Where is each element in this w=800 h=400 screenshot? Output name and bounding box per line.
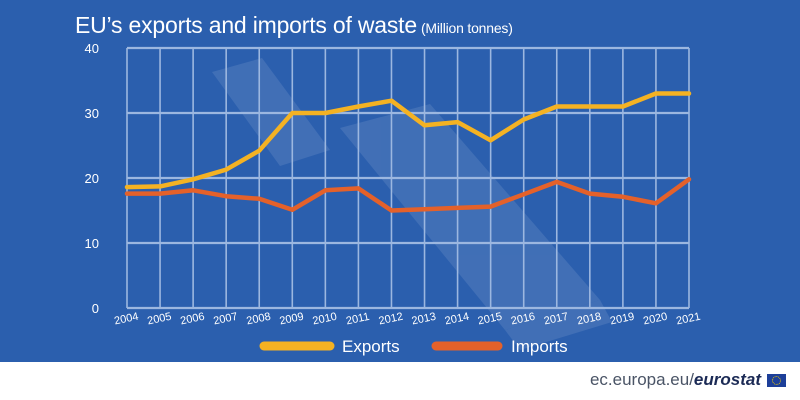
chart-title-text: EU’s exports and imports of waste — [75, 12, 417, 38]
x-tick-label: 2013 — [411, 311, 437, 328]
legend-label-exports: Exports — [342, 337, 400, 356]
y-tick-label: 10 — [85, 236, 99, 251]
y-axis: 0 10 20 30 40 — [85, 41, 99, 316]
y-tick-label: 30 — [85, 106, 99, 121]
x-tick-label: 2014 — [444, 311, 470, 328]
x-tick-label: 2005 — [146, 311, 172, 328]
x-tick-label: 2020 — [642, 311, 668, 328]
x-tick-label: 2006 — [179, 311, 205, 328]
x-tick-label: 2017 — [543, 311, 569, 328]
chart-panel — [0, 0, 800, 362]
x-tick-label: 2021 — [675, 311, 701, 328]
legend-label-imports: Imports — [511, 337, 568, 356]
x-tick-label: 2011 — [345, 311, 371, 328]
gridlines — [126, 46, 690, 310]
series-lines — [124, 91, 692, 213]
x-tick-label: 2010 — [312, 311, 338, 328]
x-tick-label: 2019 — [609, 311, 635, 328]
series-line-exports — [124, 91, 692, 190]
footer-brand: eurostat — [693, 370, 761, 389]
x-tick-label: 2004 — [113, 311, 139, 328]
x-tick-label: 2018 — [576, 311, 602, 328]
y-tick-label: 0 — [92, 301, 99, 316]
y-tick-label: 20 — [85, 171, 99, 186]
x-axis: 2004 2005 2006 2007 2008 2009 2010 2011 2012 2013… — [113, 311, 701, 328]
x-tick-label: 2016 — [510, 311, 536, 328]
x-tick-label: 2009 — [278, 311, 304, 328]
x-tick-label: 2012 — [378, 311, 404, 328]
eu-flag-icon — [767, 373, 786, 387]
x-tick-label: 2007 — [212, 311, 238, 328]
footer-site: ec.europa.eu/ — [589, 370, 694, 389]
x-tick-label: 2015 — [477, 311, 503, 328]
x-tick-label: 2008 — [245, 311, 271, 328]
footer-credit: ec.europa.eu/eurostat — [590, 370, 786, 390]
legend: Exports Imports — [259, 337, 568, 356]
series-line-imports — [124, 177, 692, 213]
chart-subtitle: (Million tonnes) — [420, 20, 513, 36]
y-tick-label: 40 — [85, 41, 99, 56]
chart-title: EU’s exports and imports of waste (Millio… — [75, 12, 513, 39]
